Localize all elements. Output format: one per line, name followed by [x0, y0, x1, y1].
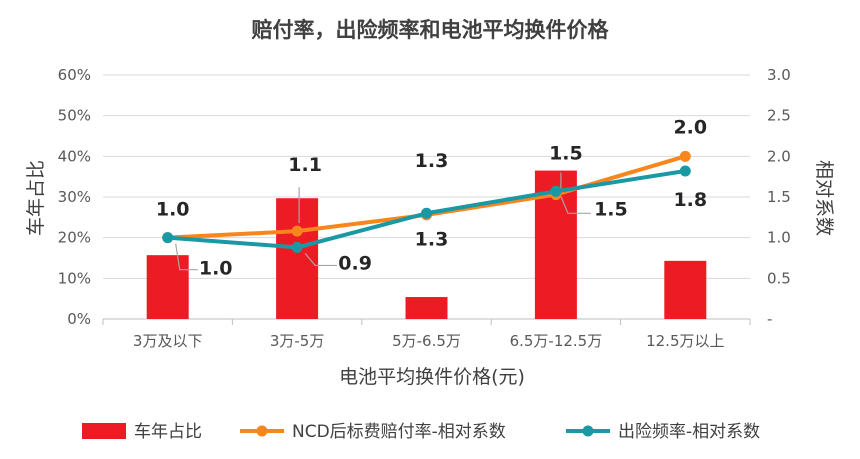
- y-tick-label: 10%: [58, 269, 91, 287]
- legend: 车年占比 NCD后标费赔付率-相对系数 出险频率-相对系数: [82, 422, 760, 442]
- ncd-data-label: 1.0: [156, 199, 190, 221]
- y2-tick-label: -: [767, 310, 772, 328]
- freq-marker: [421, 207, 432, 219]
- ncd-marker: [291, 225, 303, 237]
- bar: [405, 297, 448, 319]
- leader-lines: [175, 172, 591, 271]
- x-tick-label: 5万-6.5万: [392, 332, 461, 350]
- bar: [664, 260, 707, 319]
- ncd-marker: [679, 150, 691, 162]
- freq-data-label: 0.9: [338, 252, 372, 274]
- freq-data-label: 1.8: [673, 189, 707, 211]
- freq-data-label: 1.3: [415, 228, 449, 250]
- y-tick-label: 40%: [58, 147, 91, 165]
- y2-tick-label: 1.0: [767, 229, 791, 247]
- ncd-data-label: 1.5: [549, 143, 583, 165]
- y2-tick-label: 0.5: [767, 269, 791, 287]
- freq-data-label: 1.5: [594, 198, 628, 220]
- legend-item-ncd: NCD后标费赔付率-相对系数: [240, 422, 506, 442]
- y-tick-label: 0%: [67, 310, 91, 328]
- bar: [276, 198, 319, 319]
- legend-item-freq: 出险频率-相对系数: [566, 422, 760, 442]
- freq-marker: [291, 241, 303, 253]
- y-tick-label: 20%: [58, 229, 91, 247]
- axis-ticks: 0% - 10% 0.5 20% 1.0 30% 1.5 40% 2.0 50% 2.5 60% 3.0 3…: [58, 66, 791, 350]
- x-tick-label: 3万-5万: [270, 332, 325, 350]
- y-tick-label: 60%: [58, 66, 91, 84]
- data-labels: 1.0 1.1 1.3 1.5 2.0 1.0 0.9 1.3 1.5 1.8: [156, 116, 707, 279]
- legend-marker: [582, 425, 594, 437]
- y2-tick-label: 2.0: [767, 147, 791, 165]
- x-tick-label: 6.5万-12.5万: [510, 332, 603, 350]
- freq-marker: [679, 165, 691, 177]
- y-tick-label: 50%: [58, 107, 91, 125]
- leader-line: [175, 243, 198, 271]
- freq-marker: [550, 185, 562, 197]
- bar: [146, 255, 189, 319]
- ncd-data-label: 2.0: [673, 116, 707, 138]
- x-tick-label: 12.5万以上: [646, 332, 724, 350]
- legend-marker: [256, 425, 268, 437]
- leader-line: [304, 253, 338, 267]
- y2-tick-label: 1.5: [767, 188, 791, 206]
- chart-title: 赔付率，出险频率和电池平均换件价格: [252, 18, 610, 42]
- x-axis-title: 电池平均换件价格(元): [339, 366, 525, 388]
- leader-line: [560, 196, 591, 214]
- freq-data-label: 1.0: [199, 258, 233, 280]
- ncd-data-label: 1.1: [288, 154, 322, 176]
- y-tick-label: 30%: [58, 188, 91, 206]
- y2-tick-label: 2.5: [767, 107, 791, 125]
- grid-lines: [102, 74, 751, 325]
- y-axis-title: 车年占比: [25, 160, 47, 236]
- x-tick-label: 3万及以下: [133, 332, 203, 350]
- y2-tick-label: 3.0: [767, 66, 791, 84]
- line-series: [162, 150, 691, 253]
- legend-item-bar: 车年占比: [82, 422, 202, 442]
- ncd-data-label: 1.3: [415, 150, 449, 172]
- y2-axis-title: 相对系数: [813, 160, 835, 236]
- freq-marker: [162, 232, 174, 244]
- legend-swatch: [82, 423, 126, 439]
- legend-label: 车年占比: [134, 422, 202, 442]
- legend-label: NCD后标费赔付率-相对系数: [292, 422, 506, 442]
- legend-label: 出险频率-相对系数: [618, 422, 760, 442]
